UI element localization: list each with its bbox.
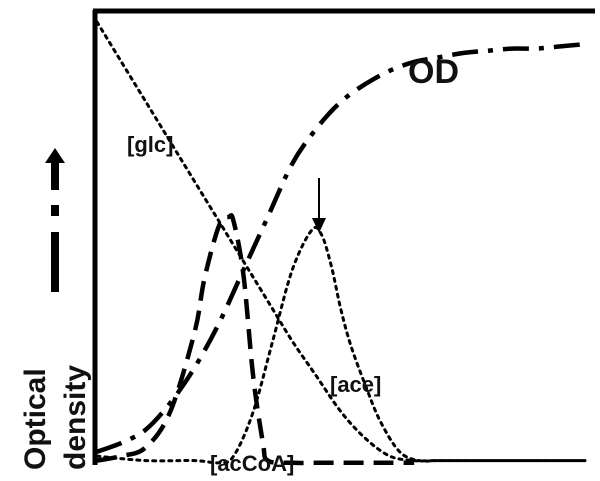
series-layer: [95, 20, 587, 466]
series-label-ace: [ace]: [330, 372, 381, 397]
series-label-od: OD: [408, 53, 459, 91]
y-axis-label: Optical density: [19, 365, 92, 470]
y-axis-label-line2: density: [59, 365, 92, 470]
y-axis-up-arrow-icon: [45, 148, 65, 292]
series-line-glc: [95, 20, 587, 463]
series-label-glc: [glc]: [127, 132, 173, 157]
series-line-accoa: [96, 213, 415, 466]
series-line-ace: [95, 225, 587, 465]
series-line-od: [96, 41, 586, 454]
down-arrow-icon: [312, 178, 326, 233]
y-axis-label-line1: Optical: [19, 368, 52, 470]
series-label-accoa: [acCoA]: [210, 451, 294, 476]
